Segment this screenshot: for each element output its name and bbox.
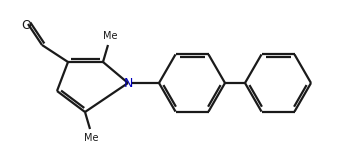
Text: N: N — [123, 76, 133, 90]
Text: O: O — [21, 19, 31, 32]
Text: Me: Me — [84, 133, 98, 143]
Text: Me: Me — [103, 31, 117, 41]
